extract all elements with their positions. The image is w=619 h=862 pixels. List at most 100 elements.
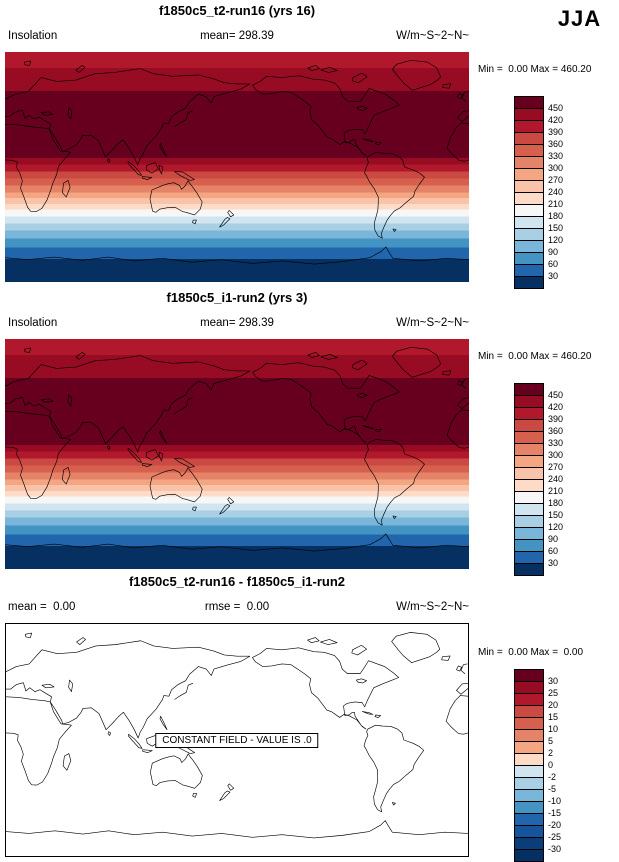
colorbar-cell (515, 396, 543, 407)
colorbar-cell (515, 456, 543, 467)
colorbar-cell (515, 265, 543, 276)
colorbar-cell (515, 384, 543, 395)
colorbar-cell (515, 790, 543, 801)
colorbar-tick-label: 180 (548, 211, 564, 221)
colorbar-cell (515, 802, 543, 813)
colorbar-cell (515, 552, 543, 563)
colorbar-tick-label: -15 (548, 808, 562, 818)
colorbar-tick-label: 390 (548, 414, 564, 424)
coastline-outlines (5, 59, 469, 265)
colorbar-tick-label: 450 (548, 390, 564, 400)
colorbar-tick-label: 330 (548, 151, 564, 161)
panel-title: f1850c5_i1-run2 (yrs 3) (166, 290, 308, 305)
colorbar-cell (515, 778, 543, 789)
colorbar-cell (515, 444, 543, 455)
colorbar-cell (515, 432, 543, 443)
stats-row: Insolation mean= 298.39 W/m~S~2~N~ (5, 30, 469, 44)
colorbar-tick-label: 90 (548, 534, 559, 544)
colorbar-tick-label: 25 (548, 688, 559, 698)
season-label: JJA (557, 6, 602, 31)
colorbar-cell (515, 516, 543, 527)
colorbar-cells (514, 383, 544, 576)
panel-difference: f1850c5_t2-run16 - f1850c5_i1-run2 mean … (0, 571, 619, 862)
colorbar-tick-label: 270 (548, 175, 564, 185)
colorbar-tick-label: 60 (548, 546, 559, 556)
minmax-label: Min = 0.00 Max = 460.20 (478, 351, 592, 362)
colorbar-cell (515, 157, 543, 168)
colorbar-cell (515, 694, 543, 705)
colorbar-tick-label: 450 (548, 103, 564, 113)
colorbar-cell (515, 121, 543, 132)
colorbar-cell (515, 838, 543, 849)
constant-field-note: CONSTANT FIELD - VALUE IS .0 (155, 733, 319, 749)
colorbar-cell (515, 217, 543, 228)
insolation-map-run16 (5, 52, 469, 282)
colorbar-tick-label: -30 (548, 844, 562, 854)
colorbar-tick-label: -5 (548, 784, 557, 794)
colorbar-cell (515, 682, 543, 693)
colorbar-tick-label: -20 (548, 820, 562, 830)
colorbar-tick-label: 5 (548, 736, 554, 746)
colorbar-tick-label: 150 (548, 510, 564, 520)
colorbar-tick-label: 150 (548, 223, 564, 233)
colorbar-tick-label: 0 (548, 760, 554, 770)
colorbar-tick-label: 420 (548, 115, 564, 125)
minmax-label: Min = 0.00 Max = 0.00 (478, 647, 584, 658)
colorbar-tick-label: 30 (548, 676, 559, 686)
colorbar-cell (515, 718, 543, 729)
coastline-outlines (5, 346, 469, 552)
mean-label: mean= 298.39 (200, 317, 274, 329)
colorbar-tick-label: 210 (548, 486, 564, 496)
colorbar-tick-label: 420 (548, 402, 564, 412)
mean-label: mean= 298.39 (200, 30, 274, 42)
colorbar-tick-label: 300 (548, 163, 564, 173)
colorbar-tick-label: 270 (548, 462, 564, 472)
colorbar-cell (515, 145, 543, 156)
colorbar: 450 420 390 360 330 300 270 240 210 180 150 120 90 60… (514, 96, 614, 289)
colorbar-cell (515, 492, 543, 503)
colorbar-cell (515, 814, 543, 825)
colorbar-cell (515, 181, 543, 192)
colorbar-tick-label: -2 (548, 772, 557, 782)
colorbar-cell (515, 133, 543, 144)
variable-label: Insolation (8, 317, 58, 329)
colorbar-cell (515, 742, 543, 753)
colorbar-cell (515, 229, 543, 240)
units-label: W/m~S~2~N~ (396, 317, 469, 329)
colorbar-tick-label: 390 (548, 127, 564, 137)
colorbar-tick-label: 120 (548, 522, 564, 532)
colorbar-tick-label: 2 (548, 748, 554, 758)
colorbar-tick-label: 15 (548, 712, 559, 722)
colorbar-tick-label: -10 (548, 796, 562, 806)
colorbar-tick-label: 240 (548, 187, 564, 197)
variable-label: Insolation (8, 30, 58, 42)
colorbar-tick-label: 330 (548, 438, 564, 448)
panel-title: f1850c5_t2-run16 - f1850c5_i1-run2 (128, 574, 346, 589)
panel-case1: f1850c5_t2-run16 (yrs 16) Insolation mea… (0, 0, 619, 289)
colorbar-cell (515, 754, 543, 765)
colorbar-cell (515, 253, 543, 264)
colorbar-cell (515, 564, 543, 575)
colorbar-cell (515, 850, 543, 861)
colorbar-tick-label: 180 (548, 498, 564, 508)
colorbar-tick-label: 20 (548, 700, 559, 710)
insolation-map-run2 (5, 339, 469, 569)
colorbar-cell (515, 241, 543, 252)
colorbar: 450 420 390 360 330 300 270 240 210 180 150 120 90 60… (514, 383, 614, 576)
colorbar-cell (515, 193, 543, 204)
colorbar-cell (515, 468, 543, 479)
colorbar-cell (515, 528, 543, 539)
colorbar-cells (514, 96, 544, 289)
rmse-label: rmse = 0.00 (204, 601, 270, 613)
colorbar-tick-label: 120 (548, 235, 564, 245)
colorbar-cell (515, 408, 543, 419)
colorbar-tick-label: 90 (548, 247, 559, 257)
stats-row: mean = 0.00 rmse = 0.00 W/m~S~2~N~ (5, 601, 469, 615)
difference-map: CONSTANT FIELD - VALUE IS .0 (5, 623, 469, 857)
colorbar-tick-label: 30 (548, 271, 559, 281)
colorbar-cell (515, 97, 543, 108)
colorbar-cell (515, 205, 543, 216)
stats-row: Insolation mean= 298.39 W/m~S~2~N~ (5, 317, 469, 331)
colorbar-tick-label: 30 (548, 558, 559, 568)
colorbar-tick-label: 10 (548, 724, 559, 734)
